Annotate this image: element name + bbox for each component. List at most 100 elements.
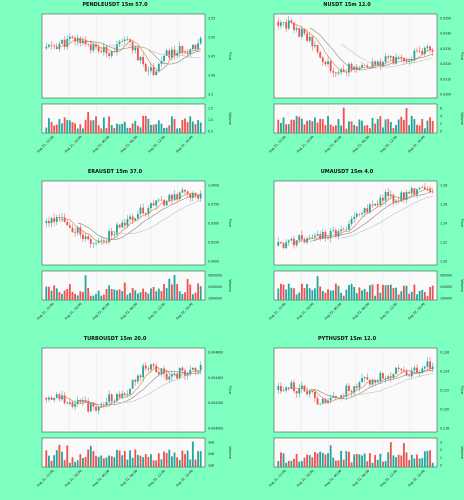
volume-tick-label: 0.5 <box>208 130 213 134</box>
candle-body <box>285 22 288 29</box>
x-tick-label: Aug 22, 00:00 <box>92 469 111 488</box>
volume-bar <box>355 126 358 133</box>
volume-bar <box>329 124 332 133</box>
volume-bar <box>371 284 374 300</box>
volume-bar <box>293 119 295 133</box>
moving-average-line <box>59 38 201 72</box>
volume-bar <box>285 124 288 133</box>
x-tick-label: Aug 22, 12:00 <box>379 135 398 154</box>
candle-body <box>110 230 113 236</box>
volume-bar <box>337 285 340 300</box>
candle-body <box>61 217 63 219</box>
candle-body <box>163 200 165 206</box>
volume-bar <box>170 284 173 300</box>
candle-body <box>55 217 58 222</box>
candle-body <box>136 375 139 382</box>
volume-bar <box>332 290 335 300</box>
volume-bar <box>76 128 79 133</box>
volume-bar <box>366 461 369 467</box>
volume-bar <box>358 119 361 133</box>
candle-body <box>53 397 56 400</box>
candle-body <box>92 44 95 51</box>
y-tick-label: 0.9500 <box>208 222 219 226</box>
candle-body <box>82 234 84 240</box>
candle-body <box>293 238 295 246</box>
volume-bar <box>308 288 311 300</box>
volume-bar <box>382 127 384 133</box>
volume-bar <box>332 126 335 133</box>
moving-average-line <box>341 195 433 239</box>
candle-body <box>277 242 280 246</box>
volume-bar <box>316 122 319 133</box>
volume-bar <box>184 454 186 467</box>
volume-bar <box>314 288 316 300</box>
candle-body <box>76 400 79 405</box>
volume-bar <box>95 455 97 467</box>
candle-body <box>316 398 319 405</box>
volume-bar <box>303 124 306 133</box>
volume-bar <box>311 121 314 133</box>
volume-bar <box>293 288 295 300</box>
candle-body <box>306 391 309 395</box>
candle-body <box>48 397 50 400</box>
volume-bar <box>79 124 82 133</box>
volume-bar <box>116 123 118 133</box>
x-tick-label: Aug 21, 12:00 <box>36 469 55 488</box>
candle-body <box>387 56 390 58</box>
candle-body <box>423 187 426 190</box>
candle-body <box>142 57 145 65</box>
y-tick-label: 1.22 <box>440 241 447 245</box>
volume-bar <box>150 454 152 467</box>
x-tick-label: Aug 22, 00:00 <box>324 135 343 154</box>
x-tick-label: Aug 22, 18:00 <box>175 469 194 488</box>
candle-body <box>358 68 361 70</box>
volume-bar <box>50 121 53 133</box>
candle-body <box>116 394 118 401</box>
candle-body <box>76 37 79 42</box>
candle-body <box>152 203 155 206</box>
candle-body <box>55 46 58 50</box>
volume-bar <box>374 295 377 300</box>
volume-bar <box>327 289 329 300</box>
volume-bar <box>113 127 116 133</box>
x-tick-label: Aug 22, 00:00 <box>92 302 111 321</box>
candle-body <box>361 65 363 69</box>
candle-body <box>389 194 392 197</box>
candle-body <box>71 227 74 233</box>
volume-bar <box>416 454 418 467</box>
candle-body <box>300 28 303 37</box>
candle-body <box>366 377 369 380</box>
candle-body <box>163 368 165 374</box>
moving-average-line <box>109 371 201 403</box>
candle-body <box>429 189 431 192</box>
x-tick-label: Aug 22, 06:00 <box>119 135 138 154</box>
candle-body <box>95 44 97 47</box>
volume-bar <box>366 291 369 300</box>
candle-body <box>116 224 118 235</box>
chart-title: TURBOUSDT 15m 20.0 <box>83 336 147 342</box>
volume-bar <box>95 116 97 133</box>
candle-body <box>387 376 390 378</box>
volume-bar <box>58 292 61 300</box>
volume-tick-label: 300000 <box>440 274 452 278</box>
volume-bar <box>397 454 400 467</box>
volume-bar <box>118 289 121 300</box>
candle-body <box>150 67 152 71</box>
volume-bar <box>282 117 285 133</box>
candle-body <box>324 231 327 238</box>
moving-average-line <box>340 43 433 68</box>
volume-bar <box>379 116 382 133</box>
candle-body <box>53 218 56 222</box>
volume-bar <box>136 125 139 133</box>
candle-body <box>100 51 103 52</box>
volume-bar <box>186 122 189 133</box>
volume-bar <box>173 452 176 467</box>
volume-bar <box>160 459 163 467</box>
volume-bar <box>123 121 126 133</box>
x-tick-label: Aug 21, 12:00 <box>268 302 287 321</box>
volume-tick-label: 100000 <box>440 297 452 301</box>
chart-panel: PYTHUSDT 15m 12.0 0.118 0.120 0.122 0.124 0.1… <box>232 334 464 500</box>
candle-body <box>376 61 379 66</box>
candle-body <box>199 365 202 371</box>
candle-body <box>413 188 416 195</box>
